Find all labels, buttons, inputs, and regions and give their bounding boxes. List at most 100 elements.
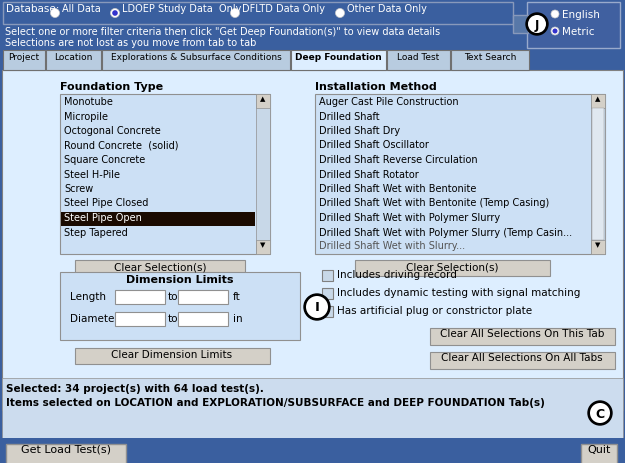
Text: Steel Pipe Open: Steel Pipe Open [64,213,142,223]
Text: Round Concrete  (solid): Round Concrete (solid) [64,140,179,150]
Bar [256,240,270,254]
Text: Items selected on LOCATION and EXPLORATION/SUBSURFACE and DEEP FOUNDATION Tab(s): Items selected on LOCATION and EXPLORATI… [6,398,545,408]
Text: Screw: Screw [64,184,93,194]
Bar [355,260,550,276]
Circle shape [231,8,239,18]
Text: Includes driving record: Includes driving record [337,270,457,280]
Bar [6,444,126,463]
Bar [75,260,245,276]
Text: DFLTD Data Only: DFLTD Data Only [242,4,325,14]
Bar [2,70,623,410]
Text: Drilled Shaft Wet with Slurry...: Drilled Shaft Wet with Slurry... [319,241,465,251]
Text: Micropile: Micropile [64,112,108,121]
Text: LDOEP Study Data  Only: LDOEP Study Data Only [122,4,241,14]
Text: Location: Location [54,53,92,62]
Text: Drilled Shaft Reverse Circulation: Drilled Shaft Reverse Circulation [319,155,478,165]
Circle shape [588,401,612,425]
Bar [291,50,386,70]
Bar [3,2,513,24]
Text: Square Concrete: Square Concrete [64,155,145,165]
Bar [451,50,529,70]
Bar [591,94,605,108]
Circle shape [111,8,119,18]
Bar [2,378,623,438]
Circle shape [551,10,559,18]
Circle shape [590,403,610,423]
Text: Steel H-Pile: Steel H-Pile [64,169,120,180]
Text: Deep Foundation: Deep Foundation [295,53,382,62]
Bar [256,94,270,254]
Circle shape [336,8,344,18]
Text: Has artificial plug or constrictor plate: Has artificial plug or constrictor plate [337,306,532,316]
Text: Monotube: Monotube [64,97,113,107]
Text: Selections are not lost as you move from tab to tab: Selections are not lost as you move from… [5,38,256,48]
Bar [60,94,270,254]
Text: Metric: Metric [562,27,594,37]
Bar [315,94,605,254]
Text: ▲: ▲ [261,96,266,102]
Bar [178,290,228,304]
Bar [591,94,605,254]
Circle shape [51,8,59,18]
Text: Clear All Selections On This Tab: Clear All Selections On This Tab [440,329,604,339]
Bar [115,312,165,326]
Text: All Data: All Data [62,4,101,14]
Bar [592,108,604,240]
Text: ft: ft [233,292,241,302]
Text: Drilled Shaft Wet with Bentonite: Drilled Shaft Wet with Bentonite [319,184,476,194]
Bar [591,240,605,254]
Text: Drilled Shaft Rotator: Drilled Shaft Rotator [319,169,419,180]
Circle shape [304,294,330,320]
Text: Dimension Limits: Dimension Limits [126,275,234,285]
Text: Foundation Type: Foundation Type [60,82,163,92]
Bar [102,50,290,70]
Text: ▲: ▲ [595,96,601,102]
Text: Octogonal Concrete: Octogonal Concrete [64,126,161,136]
Bar [430,352,615,369]
Bar [0,0,625,50]
Text: Clear Selection(s): Clear Selection(s) [406,262,498,272]
Bar [527,2,620,48]
Text: Explorations & Subsurface Conditions: Explorations & Subsurface Conditions [111,53,281,62]
Bar [3,50,45,70]
Circle shape [526,13,548,35]
Text: Text Search: Text Search [464,53,516,62]
Bar [61,212,255,225]
Text: Drilled Shaft Wet with Bentonite (Temp Casing): Drilled Shaft Wet with Bentonite (Temp C… [319,199,549,208]
Text: to: to [168,314,179,324]
Bar [60,272,300,340]
Bar [75,348,270,364]
Bar [46,50,101,70]
Text: Drilled Shaft Wet with Polymer Slurry (Temp Casin...: Drilled Shaft Wet with Polymer Slurry (T… [319,227,572,238]
Text: Clear Selection(s): Clear Selection(s) [114,262,206,272]
Circle shape [551,27,559,35]
Text: to: to [168,292,179,302]
Bar [430,328,615,345]
Text: Auger Cast Pile Construction: Auger Cast Pile Construction [319,97,459,107]
Text: Includes dynamic testing with signal matching: Includes dynamic testing with signal mat… [337,288,581,298]
Bar [256,94,270,108]
Text: C: C [596,408,604,421]
Text: ▼: ▼ [595,242,601,248]
Circle shape [528,15,546,33]
Text: Get Load Test(s): Get Load Test(s) [21,445,111,455]
Text: in: in [233,314,242,324]
Bar [322,288,333,299]
Text: Quit: Quit [588,445,611,455]
Text: J: J [535,19,539,32]
Circle shape [112,10,118,16]
Text: Drilled Shaft Dry: Drilled Shaft Dry [319,126,400,136]
Text: Clear All Selections On All Tabs: Clear All Selections On All Tabs [441,353,602,363]
Text: Installation Method: Installation Method [315,82,437,92]
Bar [322,306,333,317]
Text: Drilled Shaft Wet with Polymer Slurry: Drilled Shaft Wet with Polymer Slurry [319,213,500,223]
Circle shape [306,296,328,318]
Text: Other Data Only: Other Data Only [347,4,427,14]
Text: ▼: ▼ [261,242,266,248]
Text: Drilled Shaft: Drilled Shaft [319,112,379,121]
Bar [513,15,528,33]
Bar [0,438,625,463]
Text: Length: Length [70,292,106,302]
Text: Clear Dimension Limits: Clear Dimension Limits [111,350,232,360]
Bar [581,444,617,463]
